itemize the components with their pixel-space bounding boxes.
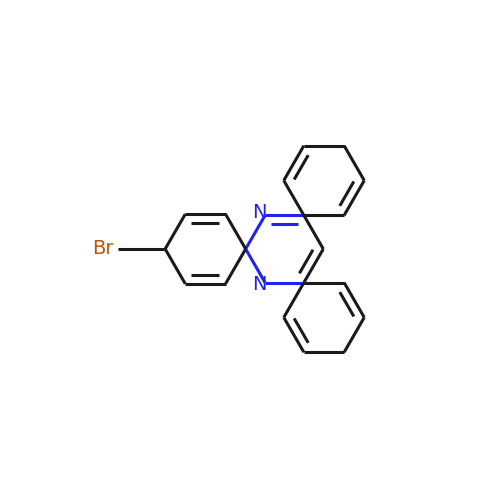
Text: N: N (252, 275, 267, 295)
Text: N: N (252, 204, 267, 222)
Text: Br: Br (92, 240, 114, 259)
